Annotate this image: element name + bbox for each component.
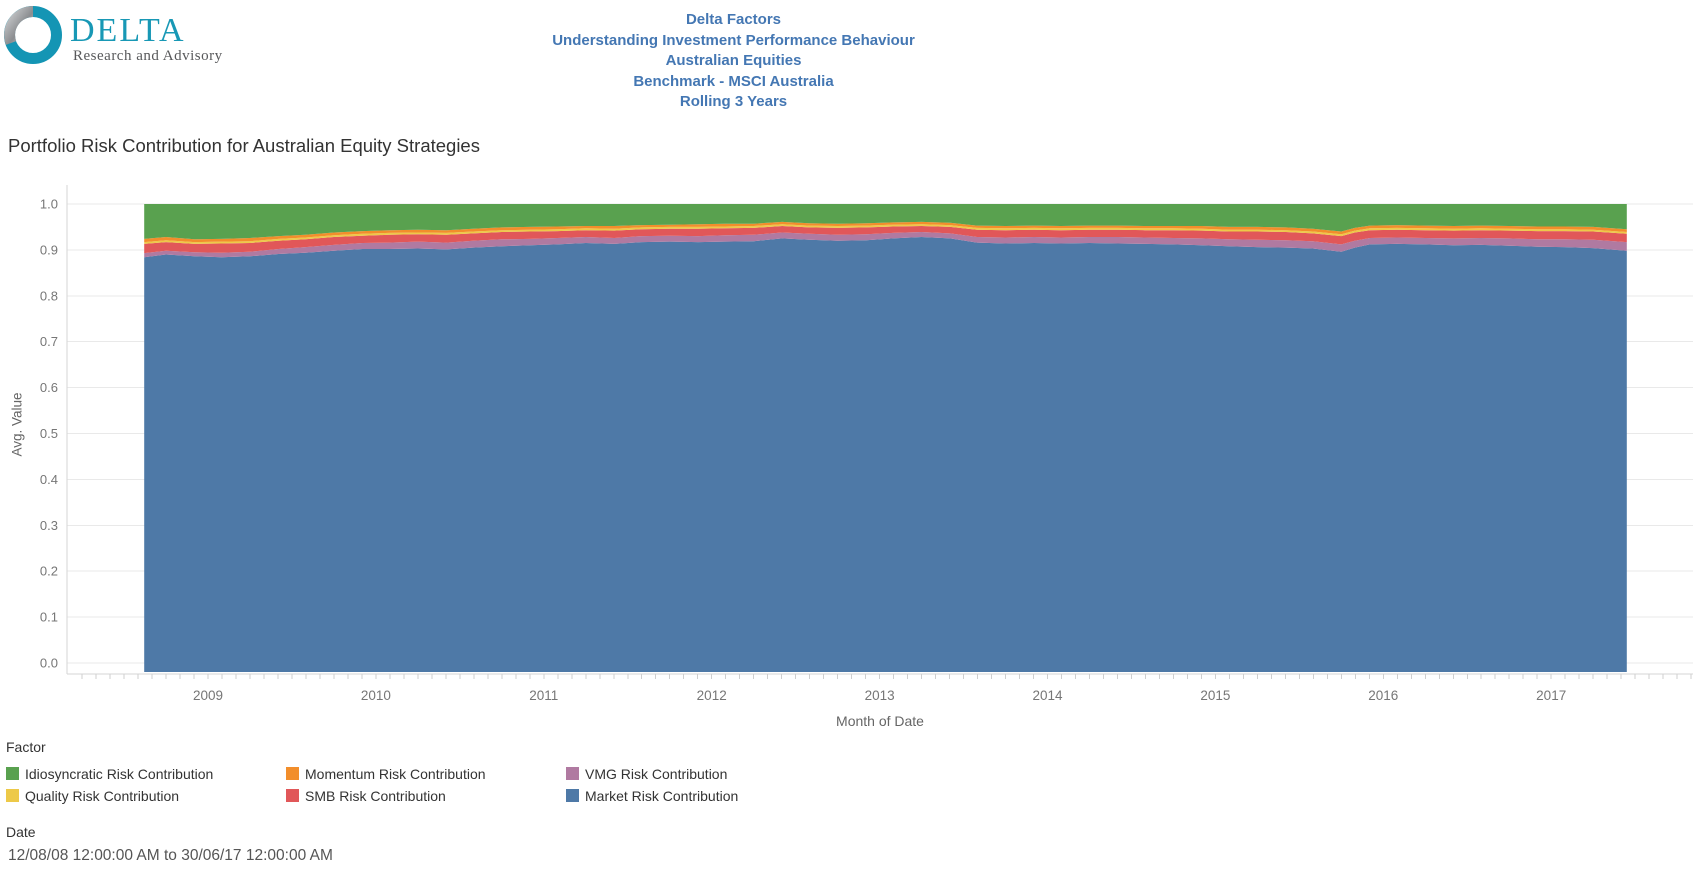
- header-line-2: Understanding Investment Performance Beh…: [552, 31, 915, 49]
- x-tick-label: 2011: [529, 688, 558, 703]
- chart-title: Portfolio Risk Contribution for Australi…: [8, 135, 480, 156]
- delta-logo-icon: [4, 6, 62, 64]
- area-market-risk-contribution[interactable]: [144, 237, 1627, 672]
- legend-item-smb[interactable]: SMB Risk Contribution: [286, 787, 566, 804]
- legend-label: Market Risk Contribution: [585, 787, 739, 804]
- logo: DELTA Research and Advisory: [4, 4, 324, 68]
- legend-label: Momentum Risk Contribution: [305, 765, 486, 782]
- legend-item-momentum[interactable]: Momentum Risk Contribution: [286, 765, 566, 782]
- stacked-area-chart[interactable]: 0.0 0.1 0.2 0.3 0.4 0.5 0.6 0.7 0.8 0.9 1.0 2009 201…: [0, 0, 1693, 760]
- x-tick-label: 2013: [865, 688, 895, 703]
- y-tick-label: 0.9: [40, 242, 58, 257]
- date-filter-value: 12/08/08 12:00:00 AM to 30/06/17 12:00:0…: [8, 847, 333, 864]
- area-vmg-risk-contribution[interactable]: [144, 232, 1627, 258]
- y-tick-label: 1.0: [40, 197, 58, 212]
- legend-title: Factor: [6, 739, 46, 755]
- x-tick-label: 2015: [1200, 688, 1230, 703]
- y-tick-label: 0.1: [40, 610, 58, 625]
- logo-tagline: Research and Advisory: [73, 48, 223, 64]
- legend-label: SMB Risk Contribution: [305, 787, 446, 804]
- legend-item-idiosyncratic[interactable]: Idiosyncratic Risk Contribution: [6, 765, 286, 782]
- legend-swatch-quality: [6, 789, 19, 802]
- legend-swatch-market: [566, 789, 579, 802]
- legend: Idiosyncratic Risk Contribution Momentum…: [6, 765, 846, 804]
- y-tick-label: 0.0: [40, 656, 58, 671]
- x-tick-label: 2012: [697, 688, 727, 703]
- y-tick-label: 0.2: [40, 564, 58, 579]
- x-tick-label: 2014: [1032, 688, 1063, 703]
- legend-swatch-vmg: [566, 767, 579, 780]
- header-line-3: Australian Equities: [665, 52, 802, 69]
- area-idiosyncratic-risk-contribution[interactable]: [144, 204, 1627, 240]
- x-tick-label: 2017: [1536, 688, 1566, 703]
- legend-swatch-idiosyncratic: [6, 767, 19, 780]
- legend-item-quality[interactable]: Quality Risk Contribution: [6, 787, 286, 804]
- y-tick-label: 0.7: [40, 334, 58, 349]
- x-tick-label: 2009: [193, 688, 223, 703]
- legend-label: Idiosyncratic Risk Contribution: [25, 765, 214, 782]
- area-quality-risk-contribution[interactable]: [144, 224, 1627, 244]
- logo-brand-text: DELTA: [70, 12, 186, 49]
- legend-item-market[interactable]: Market Risk Contribution: [566, 787, 846, 804]
- y-tick-label: 0.4: [40, 472, 58, 487]
- dashboard-header: Delta Factors Understanding Investment P…: [0, 10, 1467, 113]
- legend-item-vmg[interactable]: VMG Risk Contribution: [566, 765, 846, 782]
- date-filter-title: Date: [6, 824, 36, 840]
- x-tick-label: 2010: [361, 688, 391, 703]
- header-line-4: Benchmark - MSCI Australia: [633, 72, 834, 90]
- area-momentum-risk-contribution[interactable]: [144, 221, 1627, 243]
- y-tick-label: 0.3: [40, 518, 58, 533]
- header-line-1: Delta Factors: [685, 11, 782, 28]
- legend-label: Quality Risk Contribution: [25, 787, 180, 804]
- legend-label: VMG Risk Contribution: [585, 765, 728, 782]
- y-tick-label: 0.5: [40, 426, 58, 441]
- x-tick-label: 2016: [1368, 688, 1398, 703]
- x-axis-label: Month of Date: [836, 713, 924, 729]
- header-line-5: Rolling 3 Years: [679, 93, 788, 110]
- y-axis-label: Avg. Value: [9, 392, 25, 457]
- legend-swatch-momentum: [286, 767, 299, 780]
- area-smb-risk-contribution[interactable]: [144, 226, 1627, 254]
- y-tick-label: 0.6: [40, 380, 58, 395]
- legend-swatch-smb: [286, 789, 299, 802]
- y-tick-label: 0.8: [40, 288, 58, 303]
